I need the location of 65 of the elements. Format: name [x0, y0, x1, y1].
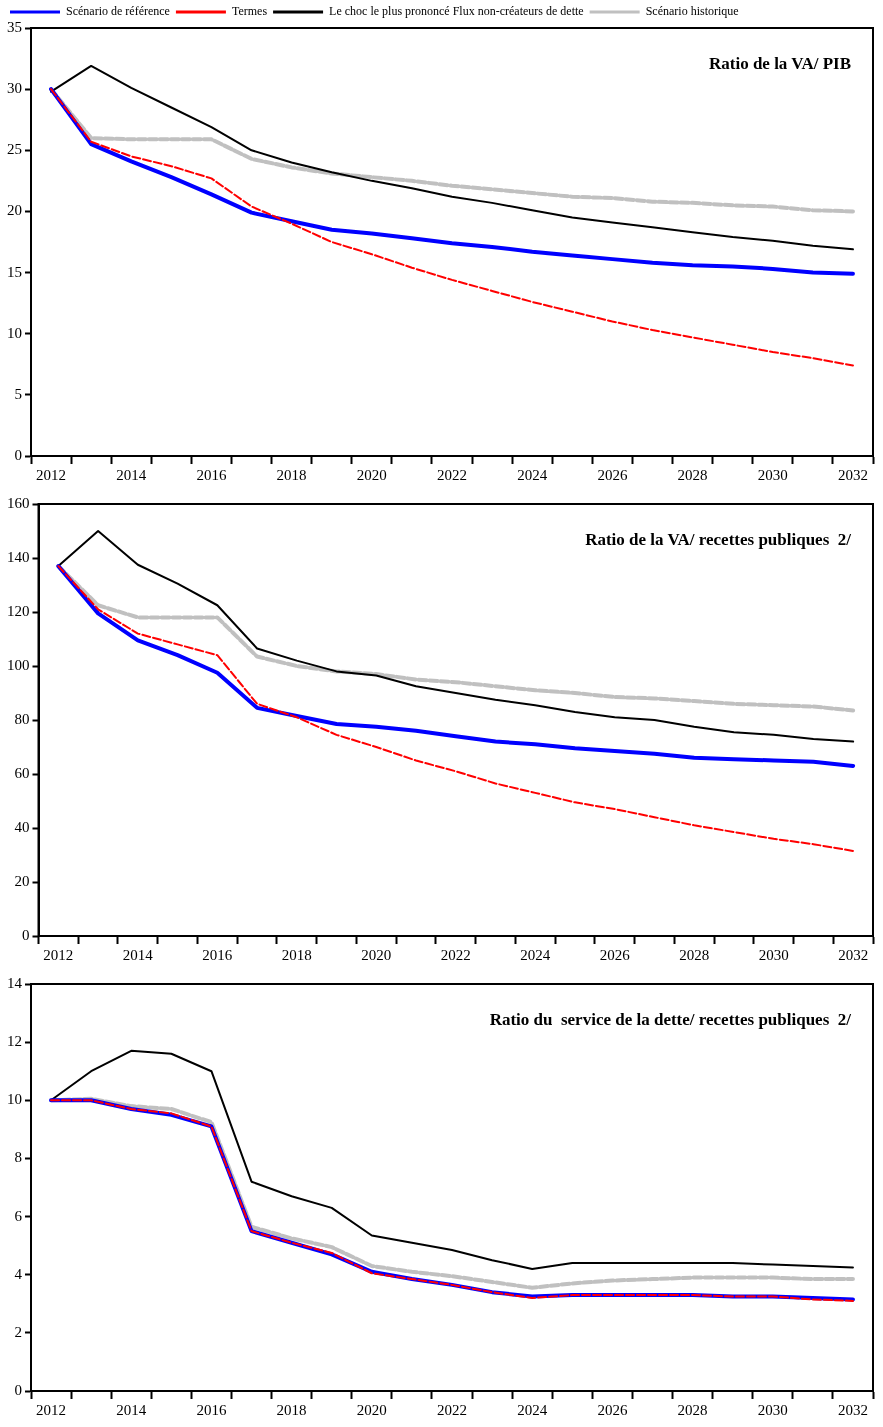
- y-tick-label: 2: [14, 1323, 22, 1340]
- y-tick-label: 35: [7, 18, 22, 35]
- x-tick-label: 2018: [276, 1401, 307, 1418]
- text: Ratio de la VA/ PIB: [708, 53, 851, 73]
- x-tick-label: 2028: [677, 466, 708, 483]
- y-tick-label: 160: [7, 494, 30, 511]
- y-tick-label: 15: [7, 263, 22, 280]
- legend-label: Le choc le plus prononcé Flux non-créateurs de dette: [329, 4, 584, 19]
- y-tick-label: 20: [7, 202, 22, 219]
- y-tick-label: 0: [14, 1381, 22, 1398]
- x-tick-label: 2032: [837, 466, 868, 483]
- x-tick-label: 2026: [597, 466, 628, 483]
- y-tick-label: 120: [7, 602, 30, 619]
- x-tick-label: 2014: [116, 1401, 147, 1418]
- x-tick-label: 2012: [43, 946, 74, 963]
- y-tick-label: 12: [7, 1033, 22, 1050]
- y-tick-label: 4: [14, 1265, 23, 1282]
- y-tick-label: 0: [14, 446, 22, 463]
- x-tick-label: 2028: [679, 946, 710, 963]
- x-tick-label: 2024: [517, 1401, 548, 1418]
- y-tick-label: 6: [14, 1207, 23, 1224]
- x-tick-label: 2022: [437, 1401, 467, 1418]
- x-tick-label: 2012: [36, 466, 67, 483]
- legend-label: Termes: [231, 4, 268, 19]
- x-tick-label: 2020: [356, 466, 387, 483]
- x-tick-label: 2020: [356, 1401, 387, 1418]
- x-tick-label: 2032: [837, 1401, 868, 1418]
- y-tick-label: 0: [22, 926, 30, 943]
- y-tick-label: 10: [7, 324, 22, 341]
- x-tick-label: 2030: [758, 946, 789, 963]
- y-tick-label: 8: [14, 1149, 22, 1166]
- y-tick-label: 40: [14, 818, 30, 835]
- x-tick-label: 2024: [520, 946, 551, 963]
- x-tick-label: 2016: [202, 946, 233, 963]
- x-tick-label: 2018: [281, 946, 312, 963]
- x-tick-label: 2028: [677, 1401, 708, 1418]
- legend-label: Scénario historique: [645, 4, 739, 19]
- x-tick-label: 2016: [196, 1401, 227, 1418]
- y-tick-label: 10: [7, 1091, 22, 1108]
- x-tick-label: 2026: [599, 946, 631, 963]
- x-tick-label: 2022: [437, 466, 467, 483]
- x-tick-label: 2030: [757, 466, 788, 483]
- y-tick-label: 20: [14, 872, 30, 889]
- x-tick-label: 2014: [122, 946, 154, 963]
- x-tick-label: 2012: [36, 1401, 67, 1418]
- x-tick-label: 2014: [116, 466, 147, 483]
- legend-label: Scénario de référence: [66, 4, 170, 19]
- text: Ratio de la VA/ recettes publiques 2/: [585, 529, 852, 549]
- y-tick-label: 60: [14, 764, 30, 781]
- x-tick-label: 2016: [196, 466, 227, 483]
- y-tick-label: 30: [7, 80, 22, 97]
- y-tick-label: 140: [7, 548, 30, 565]
- x-tick-label: 2024: [517, 466, 548, 483]
- y-tick-label: 5: [14, 385, 22, 402]
- x-tick-label: 2030: [757, 1401, 788, 1418]
- y-tick-label: 25: [7, 141, 22, 158]
- x-tick-label: 2026: [597, 1401, 628, 1418]
- y-tick-label: 14: [7, 974, 23, 991]
- x-tick-label: 2032: [838, 946, 869, 963]
- x-tick-label: 2018: [276, 466, 307, 483]
- y-tick-label: 100: [7, 656, 30, 673]
- text: Ratio du service de la dette/ recettes publiques 2/: [489, 1009, 852, 1029]
- y-tick-label: 80: [14, 710, 30, 727]
- x-tick-label: 2020: [361, 946, 392, 963]
- x-tick-label: 2022: [440, 946, 471, 963]
